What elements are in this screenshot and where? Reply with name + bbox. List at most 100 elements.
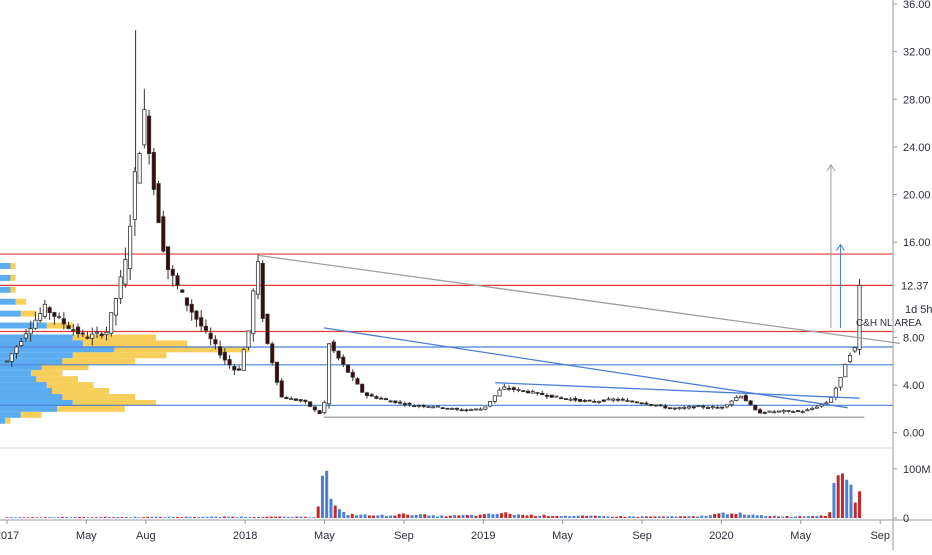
volume-bar-103 [444, 516, 448, 518]
candle-body-91 [435, 405, 441, 408]
volume-bar-108 [465, 515, 469, 518]
volume-bar-47 [205, 516, 209, 518]
candle-body-173 [824, 402, 829, 405]
candle-body-12 [61, 318, 66, 325]
candle-body-43 [208, 332, 213, 340]
candle-body-98 [469, 409, 474, 411]
candle-body-72 [345, 364, 351, 373]
volume-bar-93 [401, 513, 405, 518]
candle-body-172 [819, 404, 824, 407]
volume-bar-56 [244, 517, 248, 518]
candle-body-38 [184, 297, 190, 306]
candle-body-154 [734, 396, 739, 401]
volume-bar-128 [551, 516, 555, 518]
volume-bar-173 [742, 514, 746, 518]
candle-body-108 [516, 389, 521, 391]
volume-profile-up-11 [0, 364, 42, 371]
candle-body-3 [19, 341, 24, 346]
volume-bar-157 [674, 516, 678, 518]
volume-profile-up-8 [0, 346, 115, 353]
candle-body-30 [147, 115, 152, 155]
volume-profile-up-5 [0, 322, 47, 329]
volume-bar-183 [785, 515, 789, 518]
volume-profile-up-6 [0, 334, 73, 341]
candle-body-149 [710, 406, 715, 409]
volume-bar-95 [410, 515, 414, 518]
volume-bar-89 [384, 515, 388, 518]
volume-bar-18 [82, 517, 86, 518]
time-tick-label-8: Sep [632, 530, 652, 542]
candle-body-144 [686, 406, 692, 409]
volume-profile-down-19 [20, 411, 42, 418]
volume-bar-167 [717, 513, 721, 518]
volume-bar-154 [661, 516, 665, 518]
candle-body-147 [701, 405, 706, 408]
volume-bar-179 [768, 516, 772, 518]
volume-bar-96 [414, 514, 418, 518]
candle-body-141 [672, 407, 677, 410]
volume-bar-16 [73, 517, 77, 518]
candle-body-48 [232, 366, 237, 371]
candle-body-124 [592, 400, 597, 403]
volume-bar-0 [5, 517, 9, 518]
volume-bar-52 [227, 516, 231, 518]
volume-bar-116 [499, 513, 503, 518]
volume-bar-31 [137, 517, 141, 518]
volume-profile-down-20 [5, 417, 11, 424]
candle-body-32 [156, 183, 161, 224]
volume-profile-down-5 [46, 322, 73, 329]
volume-bar-17 [77, 516, 81, 518]
candle-body-102 [488, 401, 493, 407]
volume-bar-58 [252, 517, 256, 518]
candle-body-83 [398, 401, 403, 404]
volume-bar-112 [482, 514, 486, 518]
volume-bar-178 [764, 516, 768, 518]
time-tick-label-1: May [76, 530, 97, 542]
volume-bar-7 [35, 517, 39, 519]
candle-body-129 [615, 398, 621, 401]
candle-body-139 [663, 405, 668, 409]
volume-bar-129 [555, 515, 559, 518]
candle-body-88 [421, 405, 426, 407]
volume-bar-11 [52, 517, 56, 518]
volume-profile-down-2 [10, 286, 16, 293]
candle-body-163 [776, 410, 782, 413]
volume-bar-71 [308, 517, 312, 518]
volume-bar-172 [738, 512, 742, 518]
candle-body-39 [189, 303, 194, 313]
volume-bar-73 [316, 506, 320, 518]
candle-body-55 [265, 313, 270, 344]
trend-lines [256, 254, 901, 418]
volume-bar-44 [193, 516, 197, 518]
volume-bar-175 [751, 514, 755, 518]
volume-bar-200 [858, 491, 862, 518]
candle-body-131 [625, 400, 630, 402]
volume-bar-14 [65, 517, 69, 518]
candle-body-143 [682, 406, 687, 409]
candle-body-160 [762, 412, 767, 414]
candle-body-8 [42, 303, 47, 317]
volume-bar-156 [670, 516, 674, 518]
volume-bar-161 [691, 516, 695, 518]
candle-body-29 [142, 109, 147, 146]
candle-body-78 [374, 396, 379, 399]
volume-bar-67 [291, 517, 295, 518]
candle-body-152 [724, 404, 729, 408]
volume-profile-down-14 [46, 382, 94, 389]
volume-profile-up-9 [0, 352, 73, 359]
candle-body-20 [99, 333, 104, 337]
candle-body-117 [559, 397, 564, 400]
volume-bar-45 [197, 517, 201, 518]
volume-profile-up-0 [0, 263, 11, 269]
candle-body-68 [327, 343, 332, 405]
volume-bar-25 [112, 517, 116, 518]
volume-bar-146 [627, 516, 631, 518]
volume-bar-51 [222, 516, 226, 518]
candle-body-125 [596, 400, 602, 403]
volume-bar-109 [470, 514, 474, 518]
volume-profile-down-3 [15, 298, 26, 305]
volume-bar-92 [397, 513, 401, 518]
volume-bar-94 [406, 514, 410, 518]
